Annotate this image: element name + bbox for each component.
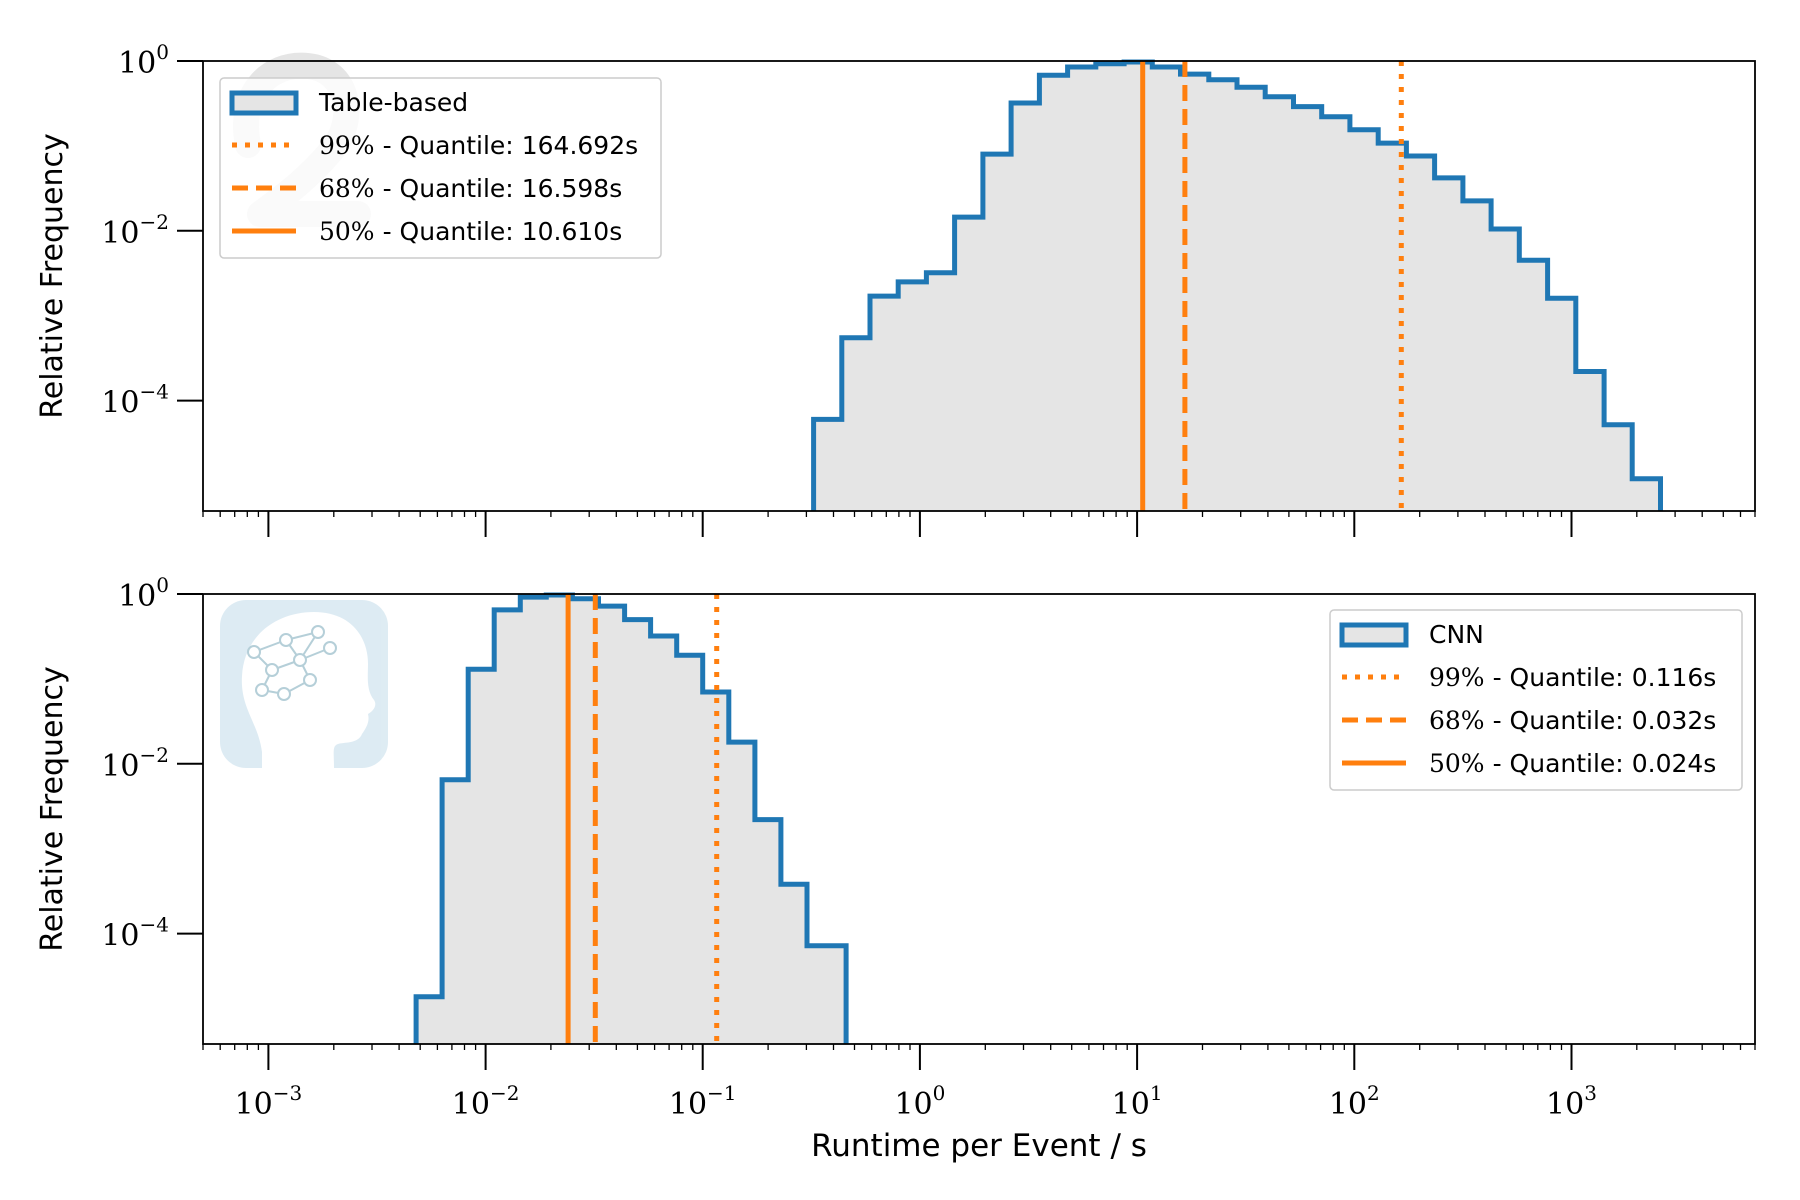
legend-frame	[219, 77, 662, 259]
histogram-fill	[416, 595, 847, 1044]
table-based-legend: Table-based 99% - Quantile: 164.692s 68% - …	[219, 77, 662, 259]
table-based-y-axis-label: Relative Frequency	[35, 133, 70, 419]
histogram-fill	[813, 62, 1661, 511]
legend-series-name: CNN	[1429, 620, 1484, 649]
table-based-axes-frame	[202, 60, 1756, 512]
cnn-y-axis-label: Relative Frequency	[35, 666, 70, 952]
table-based-histogram	[811, 59, 1663, 511]
y-tick-label: 10−4	[101, 380, 169, 421]
legend-quantile-50: 50% - Quantile: 10.610s	[319, 217, 622, 246]
y-tick-label: 10−2	[101, 210, 169, 251]
legend-quantile-68: 68% - Quantile: 16.598s	[319, 174, 622, 203]
cnn-axes-frame	[202, 593, 1756, 1045]
brain-network-logo	[220, 600, 388, 768]
table-based-x-ticks	[202, 511, 1756, 537]
cnn-x-ticks: 10−3 10−2 10−1 100 101 102 103	[202, 1044, 1756, 1122]
table-based-quantile-lines	[1140, 61, 1404, 511]
legend-histogram-swatch	[229, 90, 299, 116]
cnn-quantile-lines	[565, 594, 720, 1044]
logo-network-icon	[247, 625, 337, 701]
legend-quantile-99: 99% - Quantile: 164.692s	[319, 131, 638, 160]
legend-series-name: Table-based	[318, 88, 468, 117]
legend-quantile-99: 99% - Quantile: 0.116s	[1429, 663, 1716, 692]
logo-head-silhouette	[241, 612, 376, 768]
x-axis-label: Runtime per Event / s	[811, 1128, 1147, 1164]
y-tick-label: 100	[118, 573, 169, 614]
cnn-histogram	[413, 592, 849, 1044]
cnn-legend: CNN 99% - Quantile: 0.116s 68% - Quantile: 0…	[1329, 609, 1743, 791]
legend-quantile-50: 50% - Quantile: 0.024s	[1429, 749, 1716, 778]
legend-quantile-68: 68% - Quantile: 0.032s	[1429, 706, 1716, 735]
x-tick-label: 10−3	[235, 1081, 303, 1122]
histogram-outline	[811, 59, 1663, 511]
legend-histogram-swatch	[1339, 622, 1409, 648]
histogram-outline	[413, 592, 849, 1044]
legend-frame	[1329, 609, 1743, 791]
